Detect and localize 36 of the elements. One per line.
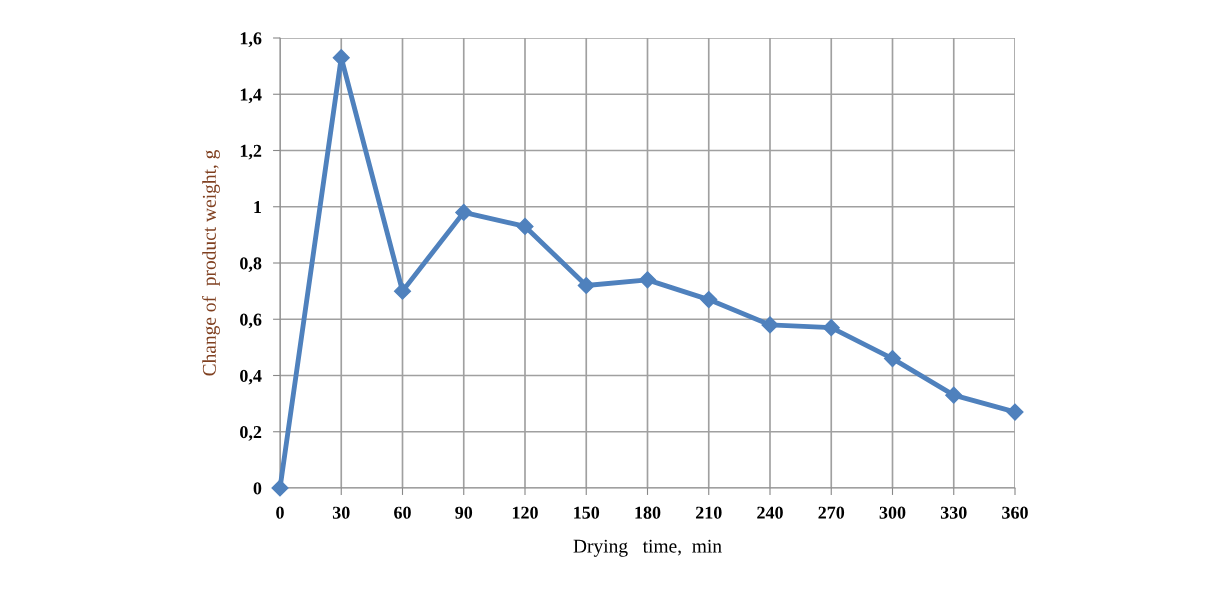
x-tick-label: 270 [818,506,845,519]
y-axis-title: Change of product weight, g [202,149,220,376]
y-tick-label: 1,2 [240,144,262,160]
x-tick-label: 240 [757,506,783,519]
point [1006,403,1024,421]
point [945,386,963,404]
point [822,319,840,337]
y-tick-label: 1,6 [240,32,262,48]
x-tick-label: 150 [574,506,600,519]
point [393,282,412,300]
point [638,271,657,289]
point [455,203,473,221]
y-tick-label: 0,8 [240,257,262,273]
point [883,350,902,368]
point [761,316,779,334]
x-tick-label: 120 [512,506,538,519]
y-tick-label: 0,6 [240,313,262,329]
y-tick-label: 1 [254,201,262,214]
point [577,276,595,295]
x-tick-label: 300 [879,506,906,519]
x-tick-label: 330 [940,506,967,519]
point [516,217,534,235]
x-tick-label: 60 [394,506,411,519]
x-tick-label: 210 [695,506,722,519]
point [700,291,718,309]
y-tick-label: 0,4 [240,369,262,385]
x-tick-label: 360 [1002,506,1028,519]
x-tick-label: 180 [635,506,661,519]
y-tick-label: 0 [253,482,262,495]
x-tick-label: 0 [276,506,284,519]
point [271,479,289,497]
x-axis-title: Drying time, min [573,539,722,557]
y-tick-label: 0,2 [240,426,262,441]
x-tick-label: 90 [455,506,473,519]
y-tick-label: 1,4 [240,88,262,104]
x-tick-label: 30 [332,506,350,519]
